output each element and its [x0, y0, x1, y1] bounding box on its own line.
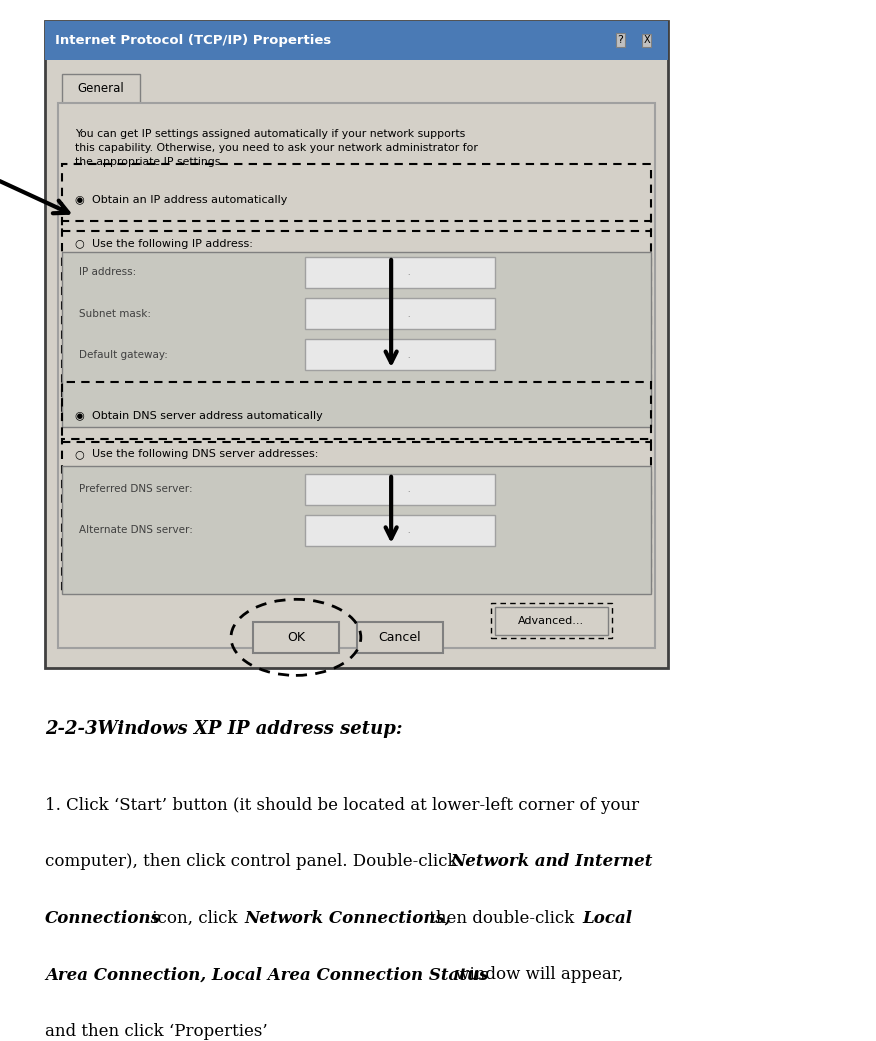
- FancyBboxPatch shape: [62, 465, 651, 594]
- FancyBboxPatch shape: [305, 474, 495, 505]
- Text: Connections: Connections: [45, 910, 161, 926]
- Text: Network and Internet: Network and Internet: [450, 854, 653, 870]
- FancyBboxPatch shape: [62, 74, 140, 103]
- Text: .     .: . .: [385, 350, 413, 359]
- Text: and then click ‘Properties’: and then click ‘Properties’: [45, 1023, 267, 1040]
- Text: computer), then click control panel. Double-click: computer), then click control panel. Dou…: [45, 854, 463, 870]
- FancyBboxPatch shape: [495, 607, 608, 635]
- Text: Use the following DNS server addresses:: Use the following DNS server addresses:: [93, 450, 319, 459]
- Text: Cancel: Cancel: [378, 631, 421, 644]
- Text: 2-2-3Windows XP IP address setup:: 2-2-3Windows XP IP address setup:: [45, 719, 402, 738]
- Bar: [62, 221, 651, 422]
- Text: .     .: . .: [385, 308, 413, 319]
- Bar: [62, 164, 651, 231]
- Text: window will appear,: window will appear,: [450, 966, 623, 984]
- Text: Alternate DNS server:: Alternate DNS server:: [80, 526, 194, 535]
- Text: You can get IP settings assigned automatically if your network supports
this cap: You can get IP settings assigned automat…: [75, 128, 478, 167]
- Text: ◉: ◉: [74, 411, 84, 422]
- FancyBboxPatch shape: [305, 298, 495, 329]
- Text: Use the following IP address:: Use the following IP address:: [93, 238, 253, 249]
- Text: Default gateway:: Default gateway:: [80, 350, 168, 359]
- Text: Advanced...: Advanced...: [519, 616, 584, 626]
- FancyBboxPatch shape: [62, 252, 651, 427]
- Text: IP address:: IP address:: [80, 268, 137, 277]
- FancyBboxPatch shape: [357, 621, 443, 653]
- Text: ○: ○: [74, 450, 84, 459]
- FancyBboxPatch shape: [252, 621, 339, 653]
- Text: Obtain an IP address automatically: Obtain an IP address automatically: [93, 196, 288, 205]
- Bar: [491, 604, 612, 638]
- Text: Area Connection, Local Area Connection Status: Area Connection, Local Area Connection S…: [45, 966, 488, 984]
- Text: X: X: [643, 35, 650, 45]
- Text: .     .: . .: [385, 526, 413, 535]
- Text: Internet Protocol (TCP/IP) Properties: Internet Protocol (TCP/IP) Properties: [55, 33, 331, 47]
- Text: OK: OK: [287, 631, 305, 644]
- FancyBboxPatch shape: [45, 21, 668, 668]
- Text: ○: ○: [74, 238, 84, 249]
- Text: Preferred DNS server:: Preferred DNS server:: [80, 484, 193, 494]
- Text: .     .: . .: [385, 268, 413, 277]
- Bar: [62, 439, 651, 591]
- Text: Subnet mask:: Subnet mask:: [80, 308, 152, 319]
- Text: ◉: ◉: [74, 196, 84, 205]
- Text: General: General: [78, 82, 124, 95]
- Text: 1. Click ‘Start’ button (it should be located at lower-left corner of your: 1. Click ‘Start’ button (it should be lo…: [45, 796, 639, 814]
- Text: ?: ?: [618, 35, 624, 45]
- Text: Local: Local: [583, 910, 632, 926]
- FancyBboxPatch shape: [305, 257, 495, 288]
- Text: Network Connections,: Network Connections,: [244, 910, 450, 926]
- FancyBboxPatch shape: [58, 103, 655, 648]
- Text: then double-click: then double-click: [424, 910, 580, 926]
- FancyBboxPatch shape: [305, 515, 495, 545]
- Text: .     .: . .: [385, 484, 413, 494]
- Text: Obtain DNS server address automatically: Obtain DNS server address automatically: [93, 411, 323, 422]
- FancyBboxPatch shape: [45, 21, 668, 59]
- FancyBboxPatch shape: [305, 339, 495, 371]
- Bar: [62, 382, 651, 442]
- Text: icon, click: icon, click: [147, 910, 243, 926]
